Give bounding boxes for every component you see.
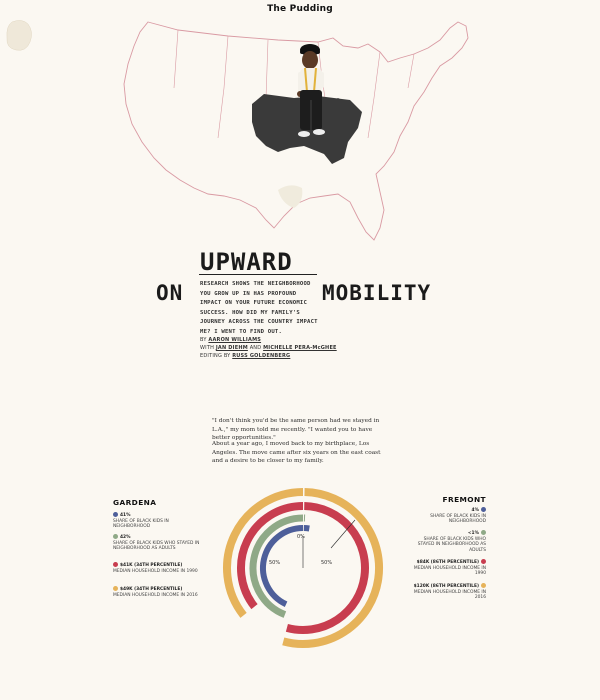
axis-label-right: 50%: [321, 560, 332, 566]
editor-link[interactable]: RUSS GOLDENBERG: [232, 353, 291, 359]
byline-and: AND: [249, 345, 262, 351]
byline-with: WITH: [200, 345, 215, 351]
byline-author: BY AARON WILLIAMS: [200, 337, 261, 343]
radial-comparison-chart: 0% 50% 50%: [223, 488, 383, 648]
gardena-stat-black-share: 41% SHARE OF BLACK KIDS IN NEIGHBORHOOD: [113, 512, 169, 530]
title-divider: [199, 274, 317, 275]
story-paragraph-2: About a year ago, I moved back to my bir…: [212, 441, 381, 465]
green-legend-dot: [113, 534, 118, 539]
yellow-arc-gardena: [223, 488, 304, 618]
byline-editor: EDITING BY RUSS GOLDENBERG: [200, 353, 290, 359]
red-legend-dot: [113, 562, 118, 567]
child-photo: [297, 44, 325, 137]
gardena-title: GARDENA: [113, 498, 157, 507]
byline-by: BY: [200, 337, 207, 343]
pudding-logo[interactable]: The Pudding: [267, 4, 333, 14]
yellow-arc-fremont: [282, 488, 383, 648]
fremont-stat-income-1990: $84K (86TH PERCENTILE) MEDIAN HOUSEHOLD …: [413, 559, 486, 577]
green-legend-dot: [481, 530, 486, 535]
contributor-link-2[interactable]: MICHELLE PERA-McGHEE: [263, 345, 337, 351]
axis-label-left: 50%: [269, 560, 280, 566]
gardena-stat-stayed: 42% SHARE OF BLACK KIDS WHO STAYED IN NE…: [113, 534, 200, 552]
fremont-stat-stayed: <1% SHARE OF BLACK KIDS WHO STAYED IN NE…: [417, 530, 486, 553]
red-legend-dot: [481, 559, 486, 564]
title-mobility: MOBILITY: [322, 281, 432, 305]
gardena-stat-income-1990: $41K (34TH PERCENTILE) MEDIAN HOUSEHOLD …: [113, 562, 198, 574]
fremont-stat-black-share: 4% SHARE OF BLACK KIDS IN NEIGHBORHOOD: [430, 507, 486, 525]
fremont-title: FREMONT: [442, 495, 486, 504]
article-dek: RESEARCH SHOWS THE NEIGHBORHOOD YOU GROW…: [200, 281, 318, 335]
right-guide-line: [330, 519, 356, 549]
title-on: ON: [156, 281, 184, 305]
yellow-legend-dot: [113, 586, 118, 591]
blue-legend-dot: [481, 507, 486, 512]
byline-contributors: WITH JAN DIEHM AND MICHELLE PERA-McGHEE: [200, 345, 337, 351]
green-arc-gardena: [249, 514, 304, 618]
byline-edited: EDITING BY: [200, 353, 231, 359]
red-arc-fremont: [285, 502, 369, 634]
yellow-legend-dot: [481, 583, 486, 588]
fremont-stat-income-2016: $120K (86TH PERCENTILE) MEDIAN HOUSEHOLD…: [413, 583, 486, 601]
blue-legend-dot: [113, 512, 118, 517]
author-link[interactable]: AARON WILLIAMS: [208, 337, 262, 343]
arc-layer: [223, 488, 383, 648]
gardena-stat-income-2016: $49K (34TH PERCENTILE) MEDIAN HOUSEHOLD …: [113, 586, 198, 598]
paper-texture-blob: [6, 20, 32, 51]
contributor-link-1[interactable]: JAN DIEHM: [215, 345, 248, 351]
title-upward: UPWARD: [200, 248, 293, 276]
blue-arc-gardena: [260, 525, 304, 607]
story-paragraph-1: "I don't think you'd be the same person …: [212, 418, 380, 442]
axis-label-center: 0%: [297, 534, 305, 540]
red-arc-gardena: [237, 502, 304, 610]
